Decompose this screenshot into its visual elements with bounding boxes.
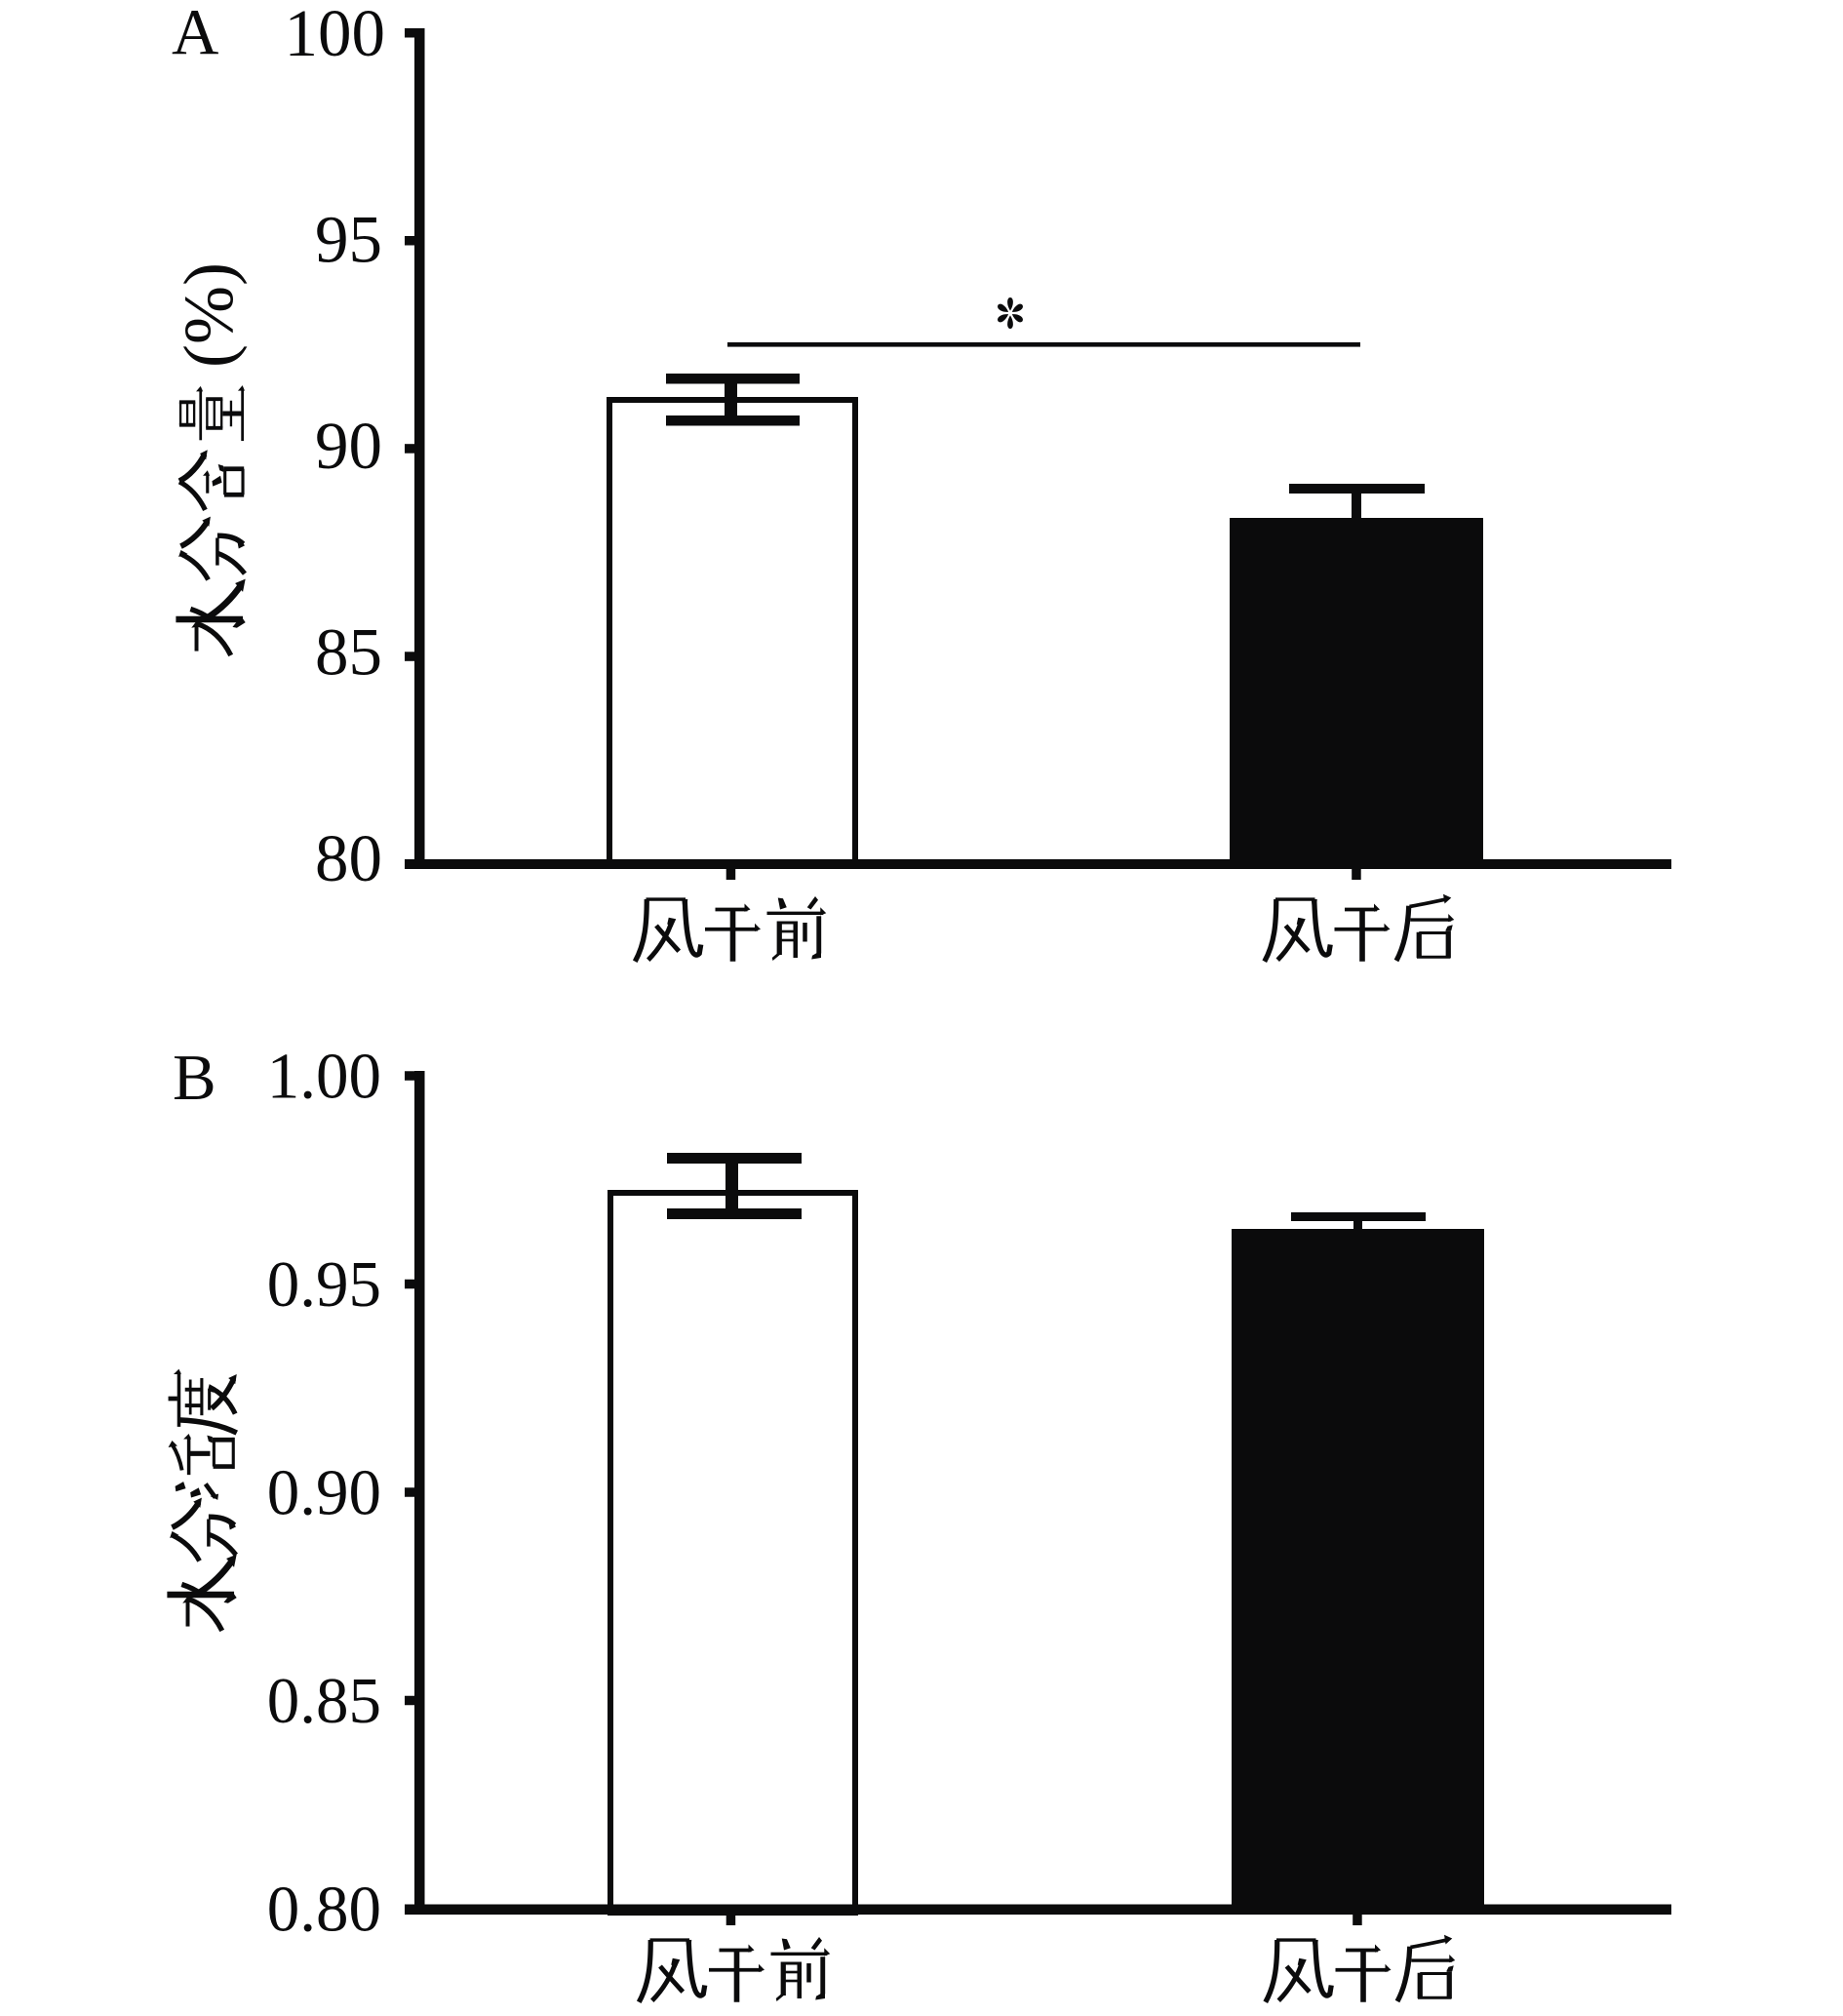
- svg-text:A: A: [172, 0, 218, 68]
- svg-text:(%): (%): [170, 262, 248, 368]
- svg-text:85: 85: [315, 615, 382, 690]
- svg-text:90: 90: [315, 409, 382, 483]
- svg-text:80: 80: [315, 821, 382, 895]
- svg-text:100: 100: [285, 0, 386, 70]
- svg-text:0.95: 0.95: [267, 1248, 381, 1321]
- svg-text:95: 95: [315, 203, 382, 277]
- svg-text:0.90: 0.90: [267, 1457, 381, 1529]
- svg-text:B: B: [173, 1042, 216, 1114]
- svg-text:1.00: 1.00: [267, 1041, 381, 1113]
- svg-text:0.85: 0.85: [267, 1665, 381, 1737]
- svg-text:0.80: 0.80: [267, 1874, 381, 1946]
